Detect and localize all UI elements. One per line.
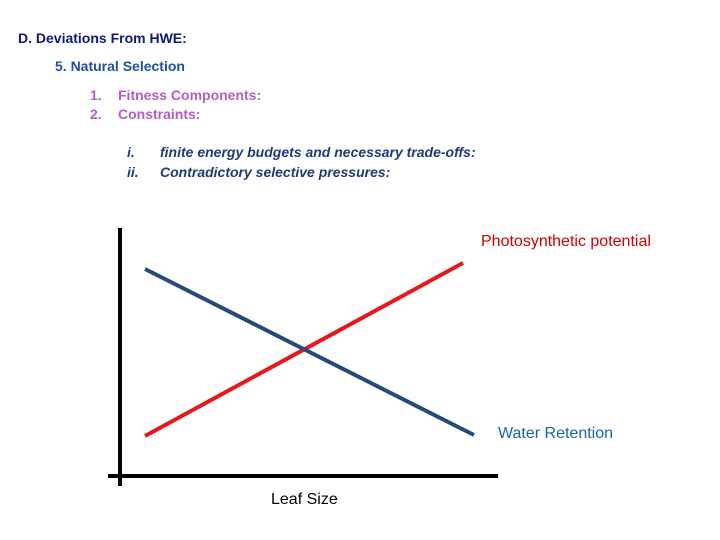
numbered-item-2-text: Constraints:: [118, 106, 201, 122]
subsection-heading: 5. Natural Selection: [55, 58, 185, 74]
roman-item-1-text: finite energy budgets and necessary trad…: [160, 144, 476, 160]
x-axis-label: Leaf Size: [271, 491, 338, 508]
numbered-item-1-number: 1.: [90, 87, 102, 103]
roman-item-2-number: ii.: [127, 164, 139, 180]
water-retention-label: Water Retention: [498, 425, 614, 442]
numbered-item-2-number: 2.: [90, 106, 102, 122]
numbered-item-1-text: Fitness Components:: [118, 87, 262, 103]
roman-item-1-number: i.: [127, 144, 135, 160]
section-heading: D. Deviations From HWE:: [18, 30, 187, 46]
photosynthetic-potential-label: Photosynthetic potential: [481, 233, 651, 250]
roman-item-2-text: Contradictory selective pressures:: [160, 164, 391, 180]
water-retention-line: [144, 267, 475, 437]
